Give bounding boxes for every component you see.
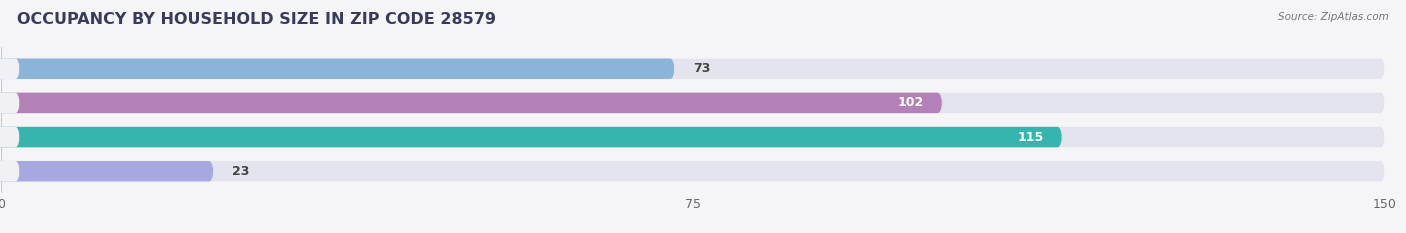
Text: 115: 115 — [1018, 130, 1043, 144]
Text: OCCUPANCY BY HOUSEHOLD SIZE IN ZIP CODE 28579: OCCUPANCY BY HOUSEHOLD SIZE IN ZIP CODE … — [17, 12, 496, 27]
FancyBboxPatch shape — [0, 161, 214, 182]
FancyBboxPatch shape — [0, 127, 1062, 147]
FancyBboxPatch shape — [0, 58, 20, 79]
FancyBboxPatch shape — [0, 93, 20, 113]
FancyBboxPatch shape — [0, 58, 20, 79]
FancyBboxPatch shape — [0, 161, 1385, 182]
Text: 23: 23 — [232, 165, 249, 178]
FancyBboxPatch shape — [0, 127, 20, 147]
FancyBboxPatch shape — [0, 58, 1385, 79]
Text: 73: 73 — [693, 62, 710, 75]
FancyBboxPatch shape — [0, 127, 1385, 147]
FancyBboxPatch shape — [0, 127, 20, 147]
FancyBboxPatch shape — [0, 93, 20, 113]
FancyBboxPatch shape — [0, 161, 20, 182]
Text: 102: 102 — [897, 96, 924, 110]
FancyBboxPatch shape — [0, 93, 1385, 113]
FancyBboxPatch shape — [0, 58, 675, 79]
Text: Source: ZipAtlas.com: Source: ZipAtlas.com — [1278, 12, 1389, 22]
FancyBboxPatch shape — [0, 161, 20, 182]
FancyBboxPatch shape — [0, 93, 942, 113]
